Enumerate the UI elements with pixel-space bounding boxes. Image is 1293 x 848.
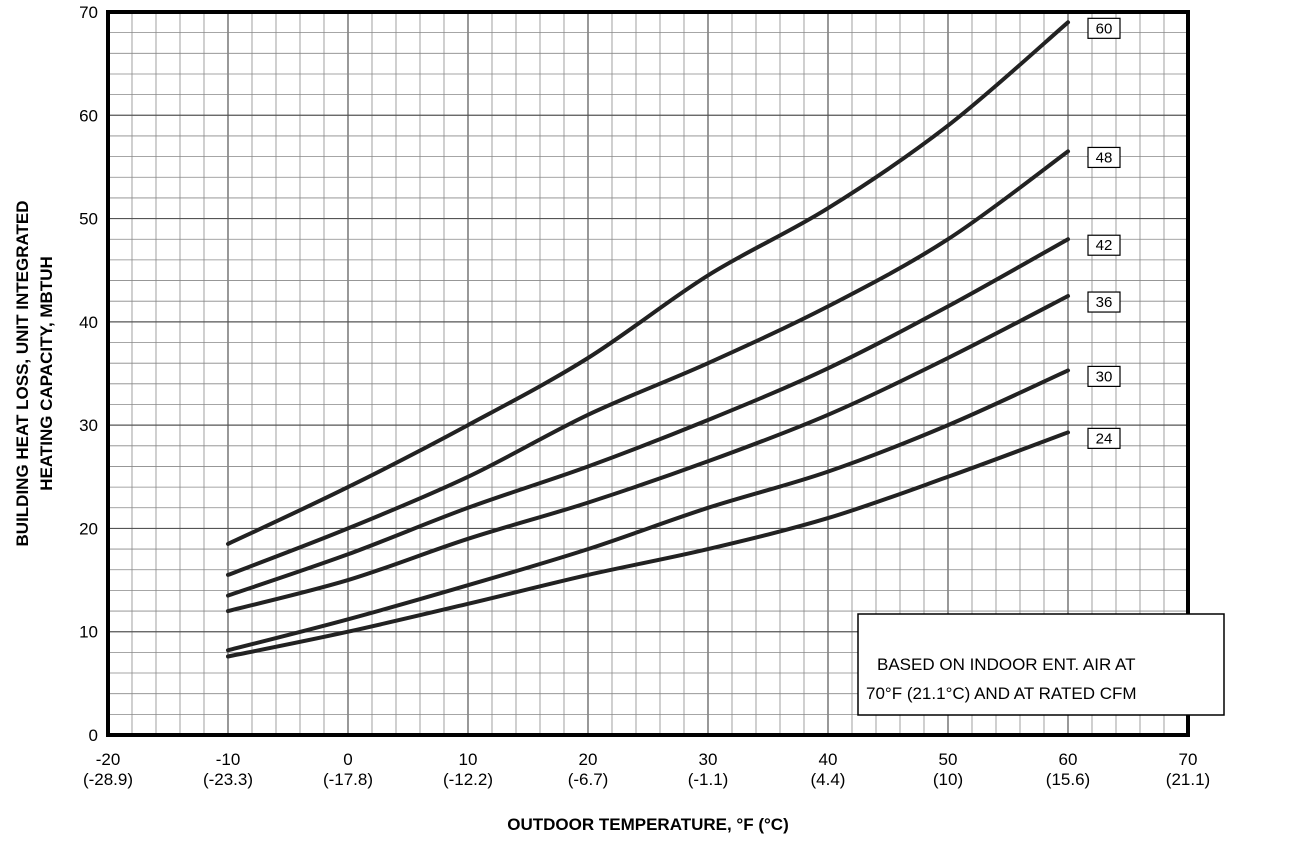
x-tick-label-c: (-17.8): [323, 770, 373, 789]
x-tick-label-c: (-1.1): [688, 770, 729, 789]
series-line-30: [226, 368, 1070, 653]
x-tick-label-f: -10: [216, 750, 241, 769]
x-tick-label-f: 20: [579, 750, 598, 769]
x-tick-label-f: 0: [343, 750, 352, 769]
series-label-box: [1087, 427, 1121, 449]
x-axis-ticks: -20(-28.9)-10(-23.3)0(-17.8)10(-12.2)20(…: [83, 750, 1210, 789]
annotation-box-frame: [857, 613, 1225, 716]
annotation-line-1: BASED ON INDOOR ENT. AIR AT: [877, 655, 1136, 674]
x-tick-label-f: -20: [96, 750, 121, 769]
series-label-box: [1087, 291, 1121, 313]
series-label-box: [1087, 365, 1121, 388]
y-tick-label: 20: [79, 519, 98, 538]
series-label-36: 36: [1096, 294, 1113, 311]
series-lines: [226, 20, 1070, 659]
x-tick-label-c: (-12.2): [443, 770, 493, 789]
annotation-box: BASED ON INDOOR ENT. AIR AT 70°F (21.1°C…: [857, 613, 1225, 716]
plot-frame: [106, 10, 1190, 737]
x-tick-label-f: 60: [1059, 750, 1078, 769]
x-tick-label-f: 70: [1179, 750, 1198, 769]
x-tick-label-f: 10: [459, 750, 478, 769]
series-label-30: 30: [1096, 368, 1113, 385]
series-label-box: [1087, 146, 1121, 169]
series-line-36: [226, 294, 1070, 614]
x-tick-label-f: 30: [699, 750, 718, 769]
series-line-48: [226, 149, 1070, 577]
series-label-60: 60: [1096, 20, 1113, 37]
y-axis-ticks: 0 10 20 30 40 50 60 70: [79, 3, 98, 745]
x-tick-label-f: 40: [819, 750, 838, 769]
y-tick-label: 40: [79, 313, 98, 332]
series-label-42: 42: [1096, 237, 1113, 254]
y-tick-label: 0: [89, 726, 98, 745]
annotation-line-2: 70°F (21.1°C) AND AT RATED CFM: [866, 684, 1137, 703]
y-axis-title-line-2: HEATING CAPACITY, MBTUH: [37, 256, 56, 491]
x-tick-label-c: (4.4): [811, 770, 846, 789]
x-tick-label-c: (-28.9): [83, 770, 133, 789]
x-axis-title: OUTDOOR TEMPERATURE, °F (°C): [507, 815, 789, 834]
y-tick-label: 10: [79, 623, 98, 642]
series-label-48: 48: [1096, 149, 1113, 166]
y-tick-label: 60: [79, 106, 98, 125]
x-tick-label-c: (-23.3): [203, 770, 253, 789]
y-axis-title-line-1: BUILDING HEAT LOSS, UNIT INTEGRATED: [13, 201, 32, 547]
y-tick-label: 70: [79, 3, 98, 22]
x-tick-label-c: (10): [933, 770, 963, 789]
series-label-24: 24: [1096, 430, 1113, 447]
y-tick-label: 30: [79, 416, 98, 435]
x-tick-label-c: (15.6): [1046, 770, 1090, 789]
series-labels: 60 48 42 36 30 24: [1087, 17, 1121, 449]
series-line-60: [226, 20, 1070, 546]
y-tick-label: 50: [79, 210, 98, 229]
series-line-42: [226, 237, 1070, 598]
x-tick-label-f: 50: [939, 750, 958, 769]
series-label-box: [1087, 17, 1121, 39]
x-tick-label-c: (-6.7): [568, 770, 609, 789]
series-label-box: [1087, 234, 1121, 256]
series-line-24: [226, 430, 1070, 659]
x-tick-label-c: (21.1): [1166, 770, 1210, 789]
